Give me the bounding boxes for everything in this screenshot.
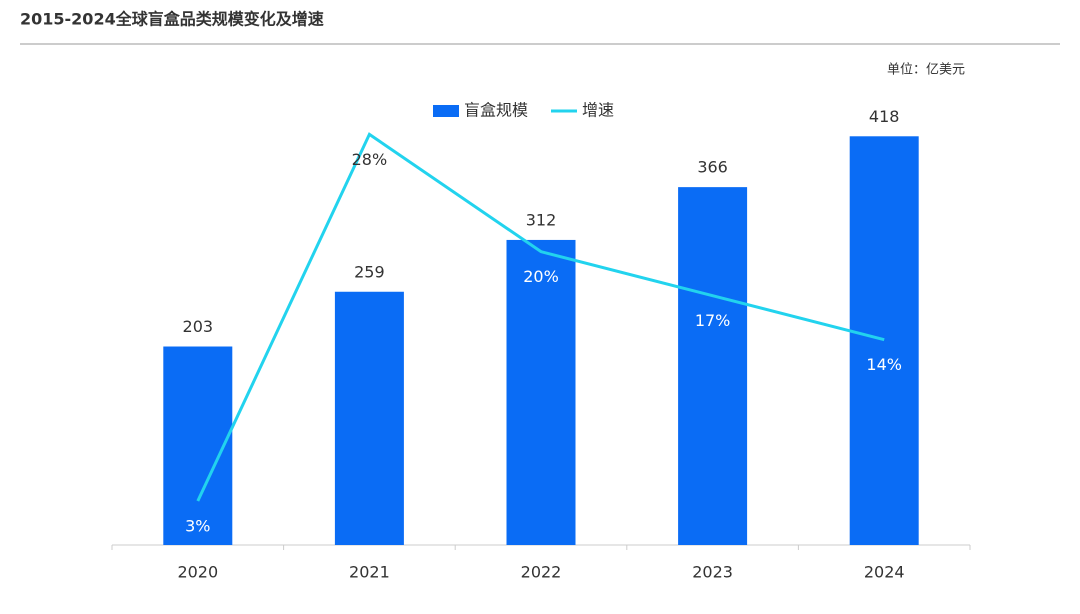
growth-line [196, 132, 885, 502]
x-tick-label: 2020 [177, 563, 218, 582]
bar [506, 239, 576, 545]
chart-title: 2015-2024全球盲盒品类规模变化及增速 [20, 10, 324, 29]
x-tick-label: 2024 [864, 563, 905, 582]
x-tick-label: 2022 [521, 563, 562, 582]
line-value-label: 3% [185, 517, 210, 536]
line-value-label: 28% [352, 150, 388, 169]
bar-value-label: 366 [697, 158, 728, 177]
bar [849, 136, 919, 546]
legend-swatch [433, 105, 459, 117]
bar-value-label: 203 [183, 317, 214, 336]
x-tick-label: 2023 [692, 563, 733, 582]
x-tick-label: 2021 [349, 563, 390, 582]
bar-value-label: 418 [869, 107, 900, 126]
bar [678, 187, 748, 545]
legend-label: 盲盒规模 [464, 101, 528, 120]
line-value-label: 17% [695, 311, 731, 330]
unit-label: 单位：亿美元 [887, 63, 965, 78]
bar-value-label: 259 [354, 262, 385, 281]
bar [163, 346, 233, 545]
bar [334, 291, 404, 545]
line-value-label: 20% [523, 267, 559, 286]
line-value-label: 14% [866, 355, 902, 374]
bar-value-label: 312 [526, 210, 557, 229]
legend-label: 增速 [582, 101, 614, 120]
